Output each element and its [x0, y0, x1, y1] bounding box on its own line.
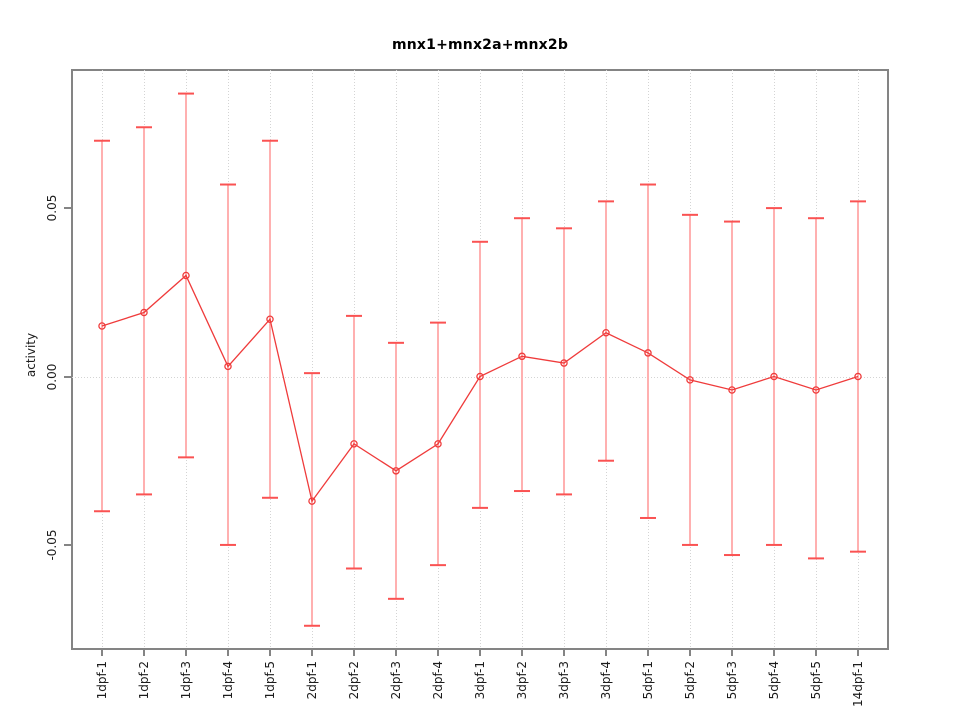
x-tick-label: 1dpf-1 — [95, 661, 109, 700]
x-tick-mark — [731, 648, 733, 656]
vertical-gridline — [312, 70, 313, 648]
x-tick-mark — [521, 648, 523, 656]
x-tick-mark — [479, 648, 481, 656]
x-tick-label: 5dpf-4 — [767, 661, 781, 700]
x-tick-label: 1dpf-3 — [179, 661, 193, 700]
x-tick-mark — [269, 648, 271, 656]
vertical-gridline — [144, 70, 145, 648]
x-tick-label: 5dpf-3 — [725, 661, 739, 700]
x-tick-label: 3dpf-1 — [473, 661, 487, 700]
chart-title: mnx1+mnx2a+mnx2b — [391, 37, 569, 53]
x-tick-label: 2dpf-2 — [347, 661, 361, 700]
x-tick-label: 5dpf-1 — [641, 661, 655, 700]
vertical-gridline — [480, 70, 481, 648]
vertical-gridline — [438, 70, 439, 648]
x-tick-mark — [563, 648, 565, 656]
x-tick-mark — [311, 648, 313, 656]
vertical-gridline — [648, 70, 649, 648]
y-tick-mark — [64, 207, 72, 210]
x-tick-label: 1dpf-2 — [137, 661, 151, 700]
x-tick-mark — [815, 648, 817, 656]
x-tick-mark — [227, 648, 229, 656]
vertical-gridline — [690, 70, 691, 648]
vertical-gridline — [186, 70, 187, 648]
x-tick-mark — [185, 648, 187, 656]
x-tick-label: 1dpf-5 — [263, 661, 277, 700]
zero-gridline — [72, 377, 887, 378]
vertical-gridline — [228, 70, 229, 648]
vertical-gridline — [270, 70, 271, 648]
x-tick-label: 2dpf-1 — [305, 661, 319, 700]
x-tick-label: 3dpf-3 — [557, 661, 571, 700]
y-axis-title: activity — [24, 332, 38, 378]
x-tick-mark — [101, 648, 103, 656]
x-tick-mark — [857, 648, 859, 656]
x-tick-mark — [647, 648, 649, 656]
x-tick-mark — [143, 648, 145, 656]
y-tick-label: 0.05 — [45, 194, 59, 222]
vertical-gridline — [522, 70, 523, 648]
x-tick-label: 14dpf-1 — [851, 661, 865, 708]
vertical-gridline — [816, 70, 817, 648]
vertical-gridline — [564, 70, 565, 648]
y-tick-label: 0.00 — [45, 363, 59, 390]
x-tick-label: 2dpf-3 — [389, 661, 403, 700]
x-tick-mark — [353, 648, 355, 656]
vertical-gridline — [732, 70, 733, 648]
vertical-gridline — [396, 70, 397, 648]
x-tick-label: 2dpf-4 — [431, 661, 445, 700]
x-tick-mark — [437, 648, 439, 656]
x-tick-label: 3dpf-4 — [599, 661, 613, 700]
x-tick-label: 1dpf-4 — [221, 661, 235, 700]
x-tick-mark — [689, 648, 691, 656]
vertical-gridline — [354, 70, 355, 648]
x-tick-label: 5dpf-5 — [809, 661, 823, 700]
x-tick-mark — [395, 648, 397, 656]
y-tick-mark — [64, 375, 72, 378]
vertical-gridline — [774, 70, 775, 648]
x-tick-label: 5dpf-2 — [683, 661, 697, 700]
vertical-gridline — [102, 70, 103, 648]
vertical-gridline — [858, 70, 859, 648]
y-tick-mark — [64, 543, 72, 546]
x-tick-mark — [773, 648, 775, 656]
x-tick-mark — [605, 648, 607, 656]
x-tick-label: 3dpf-2 — [515, 661, 529, 700]
y-tick-label: -0.05 — [45, 529, 59, 561]
vertical-gridline — [606, 70, 607, 648]
